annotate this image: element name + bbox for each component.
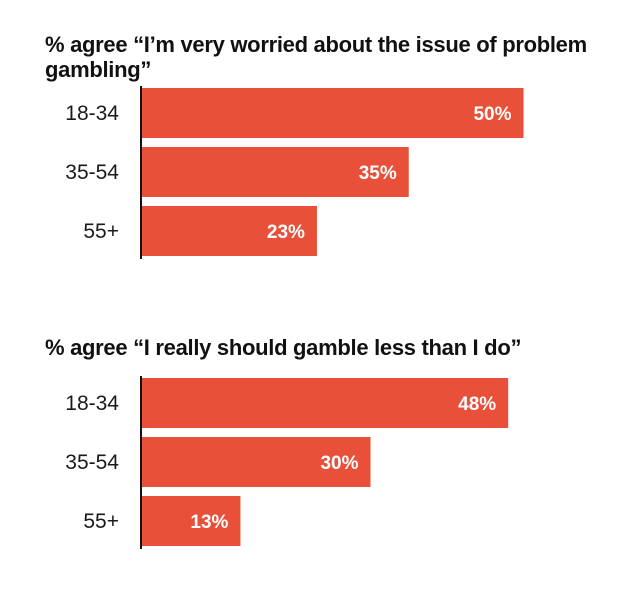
bar-18-34	[141, 88, 524, 138]
value-label: 48%	[458, 394, 496, 415]
value-label: 50%	[473, 104, 511, 125]
chart-title: % agree “I’m very worried about the issu…	[45, 32, 587, 82]
category-label: 35-54	[65, 161, 119, 184]
bar-55-plus	[141, 496, 241, 546]
value-label: 35%	[359, 163, 397, 184]
category-label: 55+	[83, 510, 119, 533]
bar-chart-plot: 18-34 50% 35-54 35% 55+ 23%	[65, 86, 524, 259]
value-label: 23%	[267, 222, 305, 243]
bar-55-plus	[141, 206, 317, 256]
chart-title: % agree “I really should gamble less tha…	[45, 335, 522, 360]
category-label: 18-34	[65, 102, 119, 125]
category-label: 35-54	[65, 451, 119, 474]
value-label: 13%	[190, 512, 228, 533]
bar-35-54	[141, 147, 409, 197]
bar-chart-plot: 18-34 48% 35-54 30% 55+ 13%	[65, 376, 509, 549]
chart-worried-problem-gambling: % agree “I’m very worried about the issu…	[0, 0, 625, 270]
category-label: 18-34	[65, 392, 119, 415]
value-label: 30%	[320, 453, 358, 474]
category-label: 55+	[83, 220, 119, 243]
chart-should-gamble-less: % agree “I really should gamble less tha…	[0, 330, 625, 560]
bar-35-54	[141, 437, 371, 487]
bar-18-34	[141, 378, 509, 428]
